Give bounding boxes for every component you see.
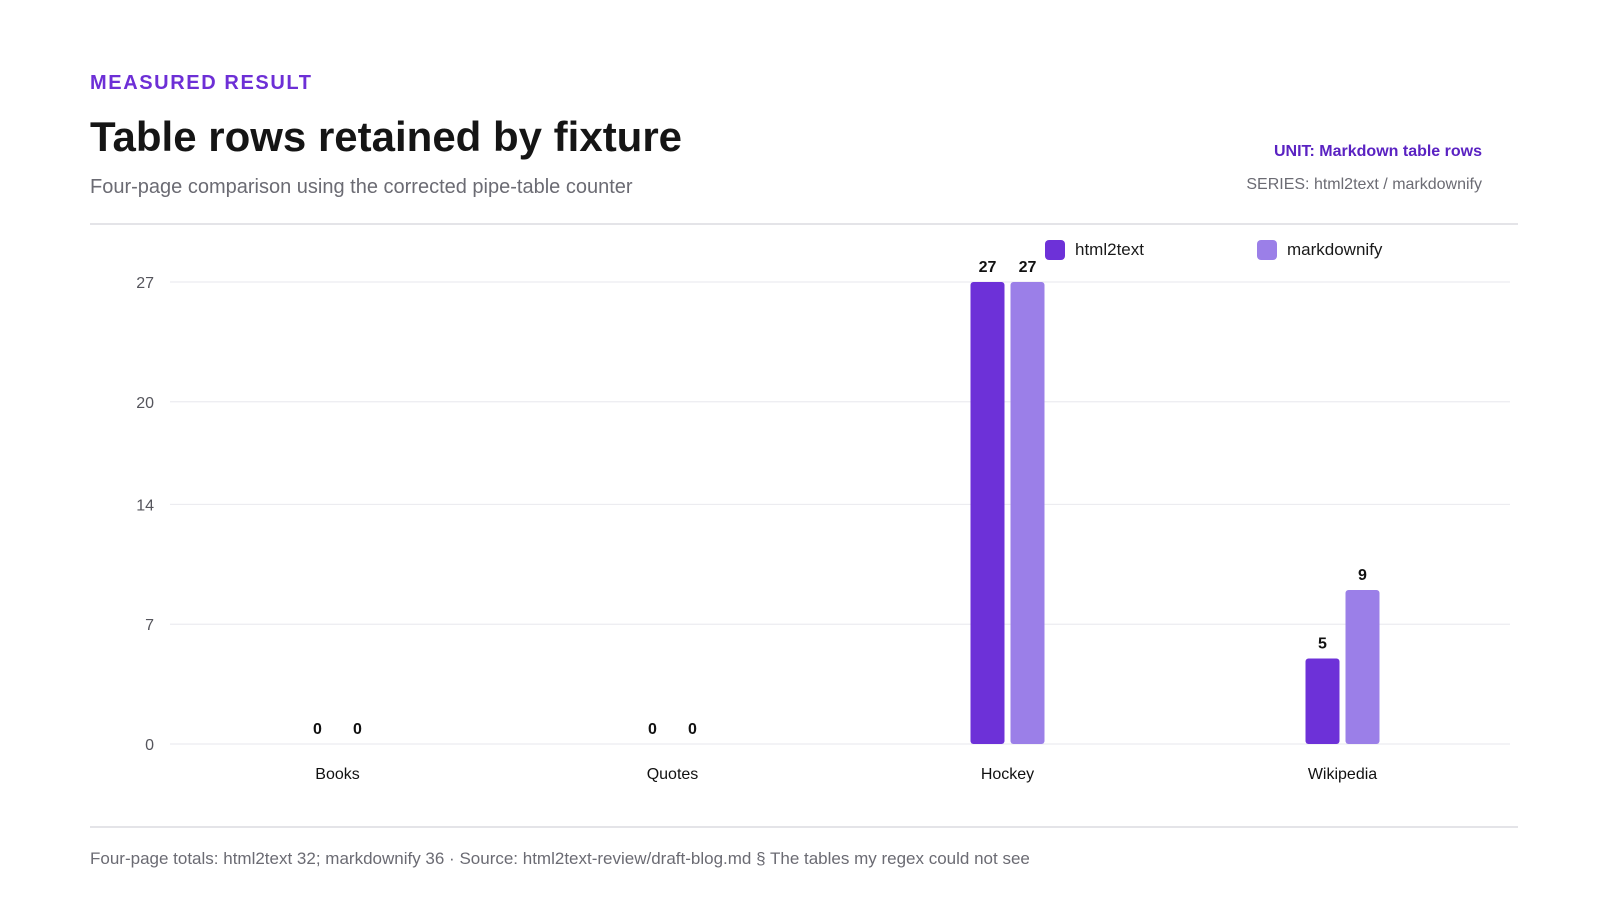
- y-tick-label: 0: [145, 737, 154, 754]
- y-tick-label: 20: [136, 395, 154, 412]
- eyebrow-label: MEASURED RESULT: [90, 72, 313, 94]
- data-label: 9: [1358, 567, 1367, 584]
- bar-markdownify-hockey: [1010, 282, 1045, 744]
- x-tick-label: Books: [315, 766, 359, 783]
- data-label: 0: [648, 721, 657, 738]
- legend: html2text markdownify: [1045, 240, 1465, 266]
- legend-label-html2text: html2text: [1075, 240, 1144, 259]
- x-tick-label: Hockey: [981, 766, 1034, 783]
- footer-note: Four-page totals: html2text 32; markdown…: [90, 849, 1030, 868]
- legend-swatch-html2text: [1045, 240, 1065, 260]
- y-tick-label: 27: [136, 275, 154, 292]
- chart-subtitle: Four-page comparison using the corrected…: [90, 176, 633, 198]
- data-label: 27: [979, 259, 997, 276]
- x-tick-label: Quotes: [647, 766, 699, 783]
- chart-title: Table rows retained by fixture: [90, 113, 683, 160]
- bottom-divider: [90, 826, 1518, 828]
- bar-markdownify-wikipedia: [1345, 590, 1380, 744]
- legend-label-markdownify: markdownify: [1287, 240, 1383, 259]
- unit-label: UNIT: Markdown table rows: [1273, 143, 1482, 160]
- legend-swatch-markdownify: [1257, 240, 1277, 260]
- y-tick-label: 7: [145, 617, 154, 634]
- bar-html2text-wikipedia: [1305, 658, 1340, 744]
- data-label: 0: [313, 721, 322, 738]
- x-tick-label: Wikipedia: [1308, 766, 1377, 783]
- top-divider: [90, 223, 1518, 225]
- bar-html2text-hockey: [970, 282, 1005, 744]
- data-label: 5: [1318, 635, 1327, 652]
- data-label: 27: [1019, 259, 1037, 276]
- y-tick-label: 14: [136, 497, 154, 514]
- data-label: 0: [688, 721, 697, 738]
- data-label: 0: [353, 721, 362, 738]
- legend-item-markdownify: markdownify: [1257, 240, 1382, 260]
- series-label: SERIES: html2text / markdownify: [1246, 176, 1482, 193]
- legend-item-html2text: html2text: [1045, 240, 1144, 260]
